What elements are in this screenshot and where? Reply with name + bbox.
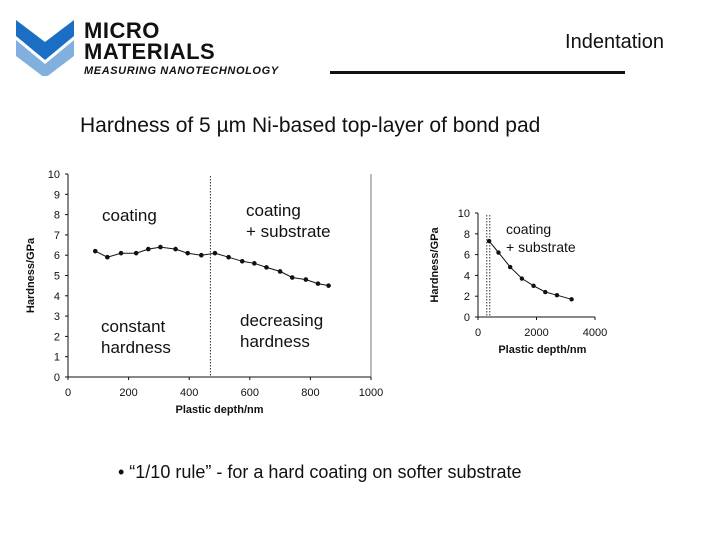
main-data-point xyxy=(173,246,178,252)
main-x-tick-label: 400 xyxy=(180,387,198,399)
annotation-coating-substrate-line2: + substrate xyxy=(246,222,331,241)
inset-x-axis-label: Plastic depth/nm xyxy=(498,344,586,356)
rule-bullet: • “1/10 rule” - for a hard coating on so… xyxy=(118,462,522,482)
company-logo: MICRO MATERIALS MEASURING NANOTECHNOLOGY xyxy=(14,16,334,82)
main-hardness-chart: 0 1 2 3 4 5 6 7 8 9 10 0 200 400 600 800 1000 Plastic dep… xyxy=(25,169,383,416)
main-data-point xyxy=(277,269,283,274)
main-data-point xyxy=(199,252,204,258)
logo-chevron-icon xyxy=(16,20,74,76)
main-data-point xyxy=(118,250,124,256)
main-data-point xyxy=(158,244,163,250)
annotation-decreasing-hardness: decreasing hardness xyxy=(240,310,323,352)
inset-hardness-chart: 0 2 4 6 8 10 0 2000 4000 Plastic depth/nm Hardness… xyxy=(429,208,607,356)
logo-tagline: MEASURING NANOTECHNOLOGY xyxy=(84,65,279,77)
main-y-tick-label: 9 xyxy=(54,189,60,201)
inset-y-tick-label: 10 xyxy=(458,208,470,220)
inset-y-axis-label: Hardness/GPa xyxy=(429,227,441,303)
inset-annotation-coating-substrate: coating + substrate xyxy=(506,220,576,256)
inset-data-point xyxy=(486,238,492,244)
main-y-tick-label: 5 xyxy=(54,271,60,283)
annotation-decreasing-line2: hardness xyxy=(240,332,310,351)
main-y-tick-label: 7 xyxy=(54,230,60,242)
logo-text-line2: MATERIALS xyxy=(84,39,216,64)
main-y-tick-label: 3 xyxy=(54,311,60,323)
main-y-tick-label: 6 xyxy=(54,250,60,262)
main-series-line xyxy=(95,246,329,287)
inset-data-point xyxy=(543,289,548,295)
inset-annotation-line1: coating xyxy=(506,221,552,237)
main-y-tick-label: 2 xyxy=(54,331,60,343)
main-y-axis-label: Hardness/GPa xyxy=(25,237,37,313)
main-x-tick-label: 1000 xyxy=(359,387,383,399)
main-data-point xyxy=(326,283,331,288)
main-x-tick-label: 0 xyxy=(65,387,71,399)
annotation-constant-hardness: constant hardness xyxy=(101,316,171,358)
main-data-point xyxy=(264,265,269,270)
annotation-decreasing-line1: decreasing xyxy=(240,311,324,330)
main-data-point xyxy=(185,250,190,256)
inset-data-point xyxy=(554,292,560,298)
logo-text-line1: MICRO xyxy=(84,18,160,43)
main-data-point xyxy=(212,250,218,256)
inset-x-tick-label: 4000 xyxy=(583,327,607,339)
main-x-axis-label: Plastic depth/nm xyxy=(175,404,263,416)
main-data-point xyxy=(289,275,295,280)
main-y-tick-label: 4 xyxy=(54,291,60,303)
main-data-point xyxy=(226,254,231,260)
main-x-tick-label: 600 xyxy=(241,387,259,399)
annotation-coating: coating xyxy=(102,206,157,225)
slide-heading: Hardness of 5 µm Ni-based top-layer of b… xyxy=(80,114,541,137)
main-data-point xyxy=(92,248,98,254)
main-data-point xyxy=(145,246,151,252)
main-y-tick-label: 8 xyxy=(54,210,60,222)
main-x-tick-label: 200 xyxy=(119,387,137,399)
main-data-point xyxy=(315,281,321,286)
inset-data-point xyxy=(569,297,574,302)
inset-data-point xyxy=(531,283,536,288)
inset-y-tick-label: 2 xyxy=(464,291,470,303)
main-y-tick-label: 10 xyxy=(48,169,60,181)
inset-y-tick-label: 8 xyxy=(464,229,470,241)
inset-y-tick-label: 4 xyxy=(464,270,470,282)
annotation-coating-substrate-line1: coating xyxy=(246,201,301,220)
main-data-point xyxy=(303,277,309,282)
main-data-point xyxy=(252,261,257,266)
main-x-tick-label: 800 xyxy=(301,387,319,399)
inset-data-point xyxy=(496,250,501,255)
inset-data-point xyxy=(519,276,525,281)
annotation-constant-line2: hardness xyxy=(101,338,171,357)
inset-y-tick-label: 6 xyxy=(464,250,470,262)
inset-x-tick-label: 0 xyxy=(475,327,481,339)
inset-data-point xyxy=(507,264,513,270)
annotation-constant-line1: constant xyxy=(101,317,166,336)
section-title: Indentation xyxy=(565,31,664,53)
main-data-point xyxy=(105,254,110,260)
main-y-tick-label: 1 xyxy=(54,352,60,364)
inset-annotation-line2: + substrate xyxy=(506,239,576,255)
inset-y-tick-label: 0 xyxy=(464,312,470,324)
main-y-tick-label: 0 xyxy=(54,372,60,384)
inset-x-tick-label: 2000 xyxy=(524,327,548,339)
main-data-point xyxy=(239,258,245,264)
main-data-point xyxy=(133,250,139,256)
annotation-coating-substrate: coating + substrate xyxy=(246,200,331,242)
header-divider xyxy=(330,71,625,74)
